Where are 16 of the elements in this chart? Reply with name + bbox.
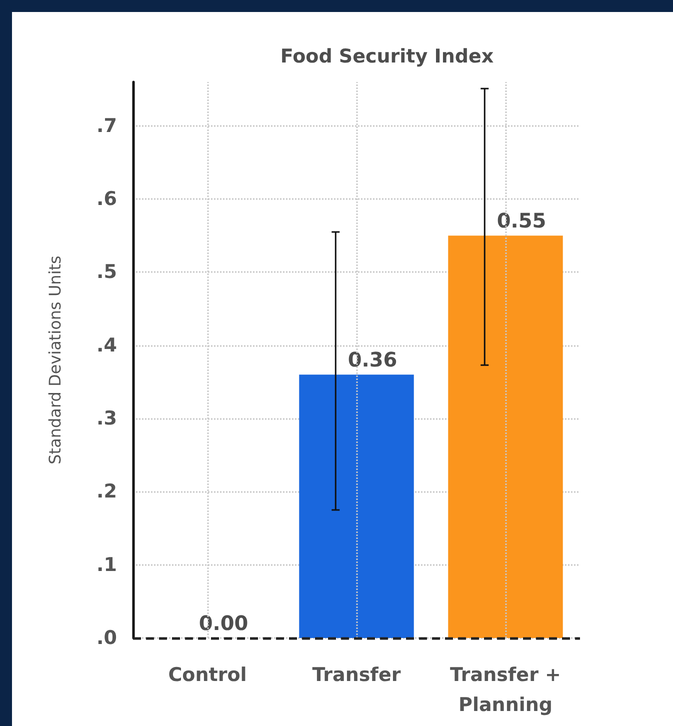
y-tick-label: .0 [96,627,117,649]
data-label: 0.55 [496,208,546,233]
y-tick-label: .1 [96,554,117,576]
chart-title: Food Security Index [280,46,494,68]
data-label: 0.00 [198,611,248,635]
y-tick-label: .5 [96,261,117,284]
y-tick-label: .3 [96,408,117,430]
y-axis-title: Standard Deviations Units [46,256,64,464]
y-tick-label: .4 [96,334,117,356]
y-tick-label: .6 [96,188,117,210]
x-tick-label: Control [168,664,247,686]
x-tick-label: Transfer + Planning [450,664,561,716]
data-label: 0.36 [348,348,398,372]
y-tick-label: .2 [96,480,117,503]
x-tick-label: Transfer [312,664,402,686]
y-tick-label: .7 [96,114,117,137]
